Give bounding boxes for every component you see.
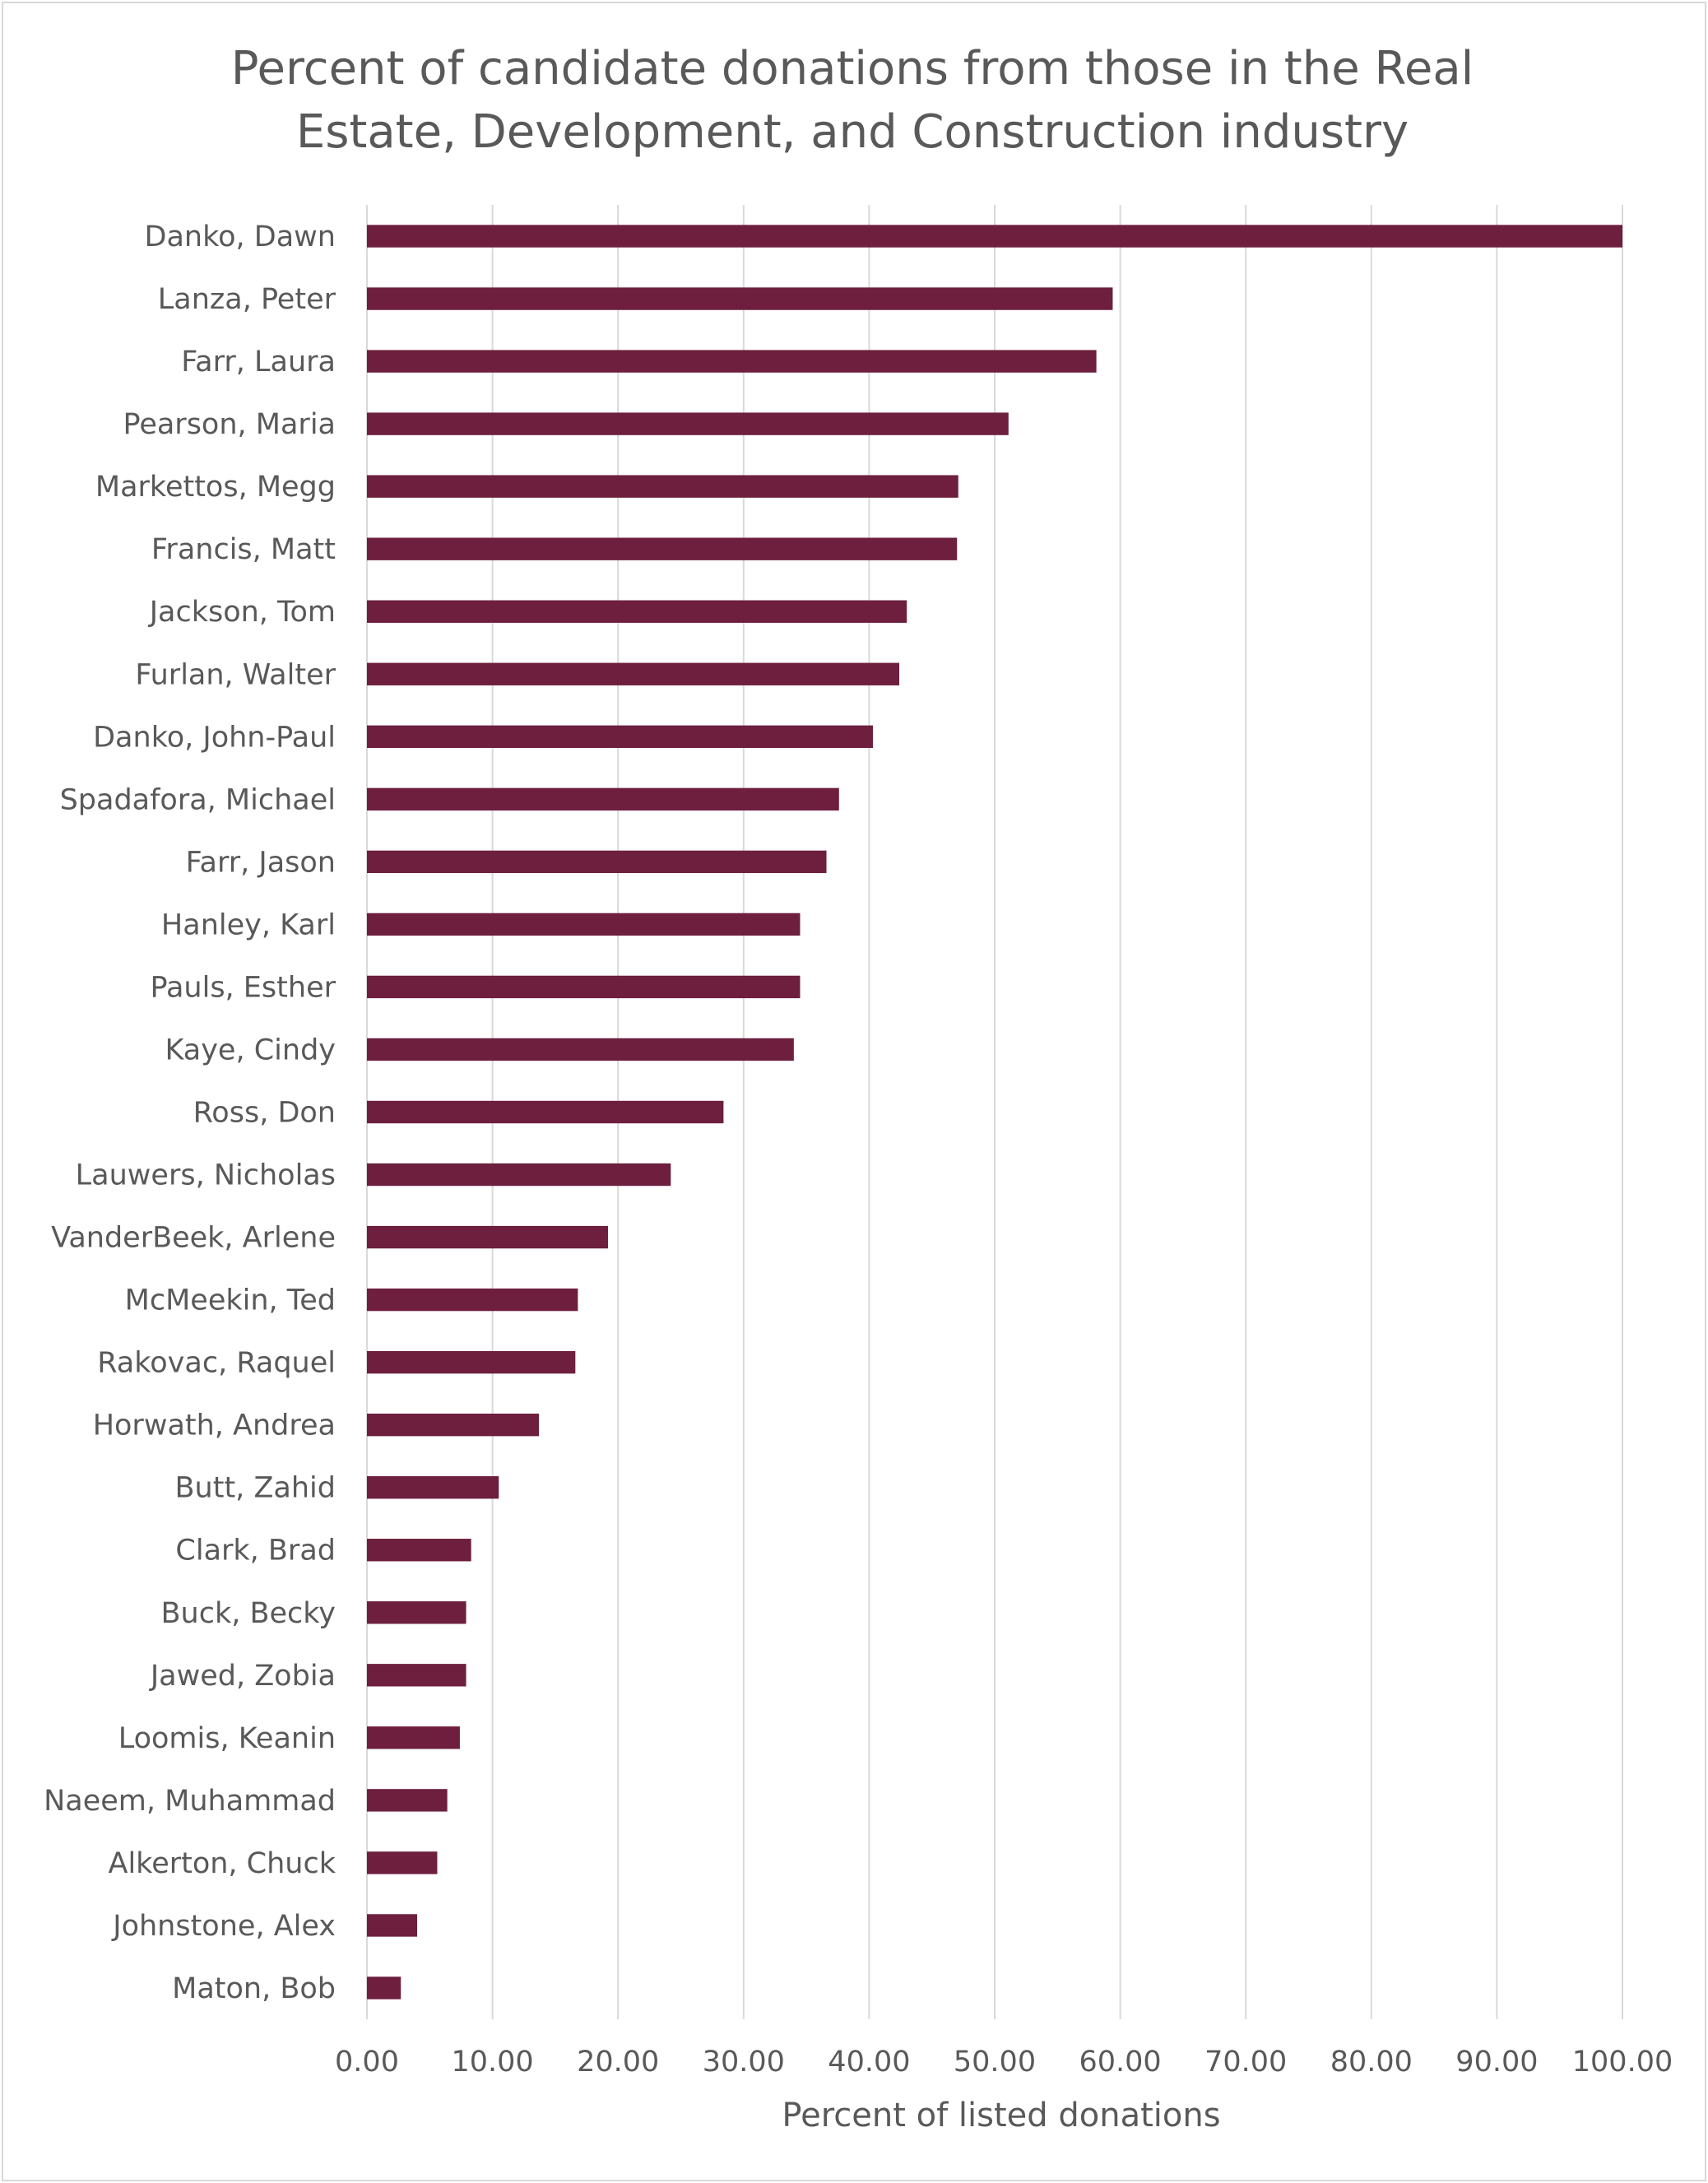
category-label: Ross, Don <box>193 1097 336 1130</box>
category-label: Naeem, Muhammad <box>44 1785 336 1818</box>
category-label: Rakovac, Raquel <box>97 1347 336 1380</box>
x-tick-label: 30.00 <box>703 2046 785 2078</box>
category-label: Hanley, Karl <box>161 908 336 941</box>
category-label: Farr, Laura <box>181 346 336 379</box>
bar <box>367 1350 576 1374</box>
category-label: Francis, Matt <box>151 533 336 566</box>
x-tick-label: 50.00 <box>954 2046 1036 2078</box>
category-label: Markettos, Megg <box>95 471 336 504</box>
bar <box>367 225 1622 248</box>
category-label: Pearson, Maria <box>123 408 336 441</box>
category-label: Jawed, Zobia <box>149 1660 336 1693</box>
category-label: Johnstone, Alex <box>111 1910 336 1943</box>
category-label: Clark, Brad <box>175 1535 336 1568</box>
category-label: Loomis, Keanin <box>118 1722 336 1755</box>
category-label: McMeekin, Ted <box>125 1284 336 1317</box>
x-tick-label: 60.00 <box>1079 2046 1161 2078</box>
bar <box>367 1288 578 1312</box>
bar <box>367 287 1113 310</box>
bar <box>367 412 1009 435</box>
category-label: Jackson, Tom <box>148 596 336 629</box>
gridlines <box>366 205 1623 2019</box>
chart-title-line-1: Percent of candidate donations from thos… <box>231 42 1474 95</box>
bar <box>367 1726 460 1749</box>
bar <box>367 350 1097 373</box>
bar <box>367 537 958 560</box>
category-label: Buck, Becky <box>161 1597 336 1630</box>
bar <box>367 1413 540 1437</box>
category-label: VanderBeek, Arlene <box>51 1222 336 1255</box>
category-label: Danko, John-Paul <box>93 721 336 754</box>
bar <box>367 975 801 999</box>
category-label: Alkerton, Chuck <box>109 1847 336 1880</box>
bar <box>367 1163 671 1187</box>
category-label: Horwath, Andrea <box>93 1410 336 1442</box>
bar <box>367 662 900 685</box>
bar <box>367 600 907 623</box>
category-label: Furlan, Walter <box>135 658 336 691</box>
category-label: Lauwers, Nicholas <box>76 1159 336 1192</box>
category-label: Farr, Jason <box>186 846 336 879</box>
category-label: Spadafora, Michael <box>60 783 336 816</box>
bar <box>367 913 801 936</box>
x-axis-title: Percent of listed donations <box>782 2097 1220 2134</box>
bar-chart: Percent of candidate donations from thos… <box>44 42 1673 2134</box>
category-label: Lanza, Peter <box>158 283 336 316</box>
x-tick-label: 20.00 <box>577 2046 659 2078</box>
x-axis-tick-labels: 0.00 10.00 20.00 30.00 40.00 50.00 60.00 70.00 8… <box>335 2046 1673 2078</box>
category-label: Butt, Zahid <box>175 1472 336 1505</box>
bar <box>367 1976 401 2000</box>
bar <box>367 1789 448 1812</box>
x-tick-label: 90.00 <box>1455 2046 1538 2078</box>
bar <box>367 787 839 811</box>
bar <box>367 725 873 748</box>
category-label: Danko, Dawn <box>145 221 336 253</box>
category-label: Maton, Bob <box>172 1972 336 2005</box>
bar <box>367 1851 438 1874</box>
bars <box>367 225 1622 2000</box>
bar <box>367 1038 794 1061</box>
category-labels: Danko, Dawn Lanza, Peter Farr, Laura Pearso… <box>44 221 336 2005</box>
x-tick-label: 40.00 <box>828 2046 910 2078</box>
category-label: Pauls, Esther <box>150 971 336 1004</box>
bar <box>367 475 958 498</box>
chart-title-line-2: Estate, Development, and Construction in… <box>296 105 1409 159</box>
bar <box>367 1100 724 1124</box>
bar <box>367 1914 418 1937</box>
x-tick-label: 10.00 <box>451 2046 533 2078</box>
chart-title: Percent of candidate donations from thos… <box>231 42 1474 159</box>
x-tick-label: 0.00 <box>335 2046 399 2078</box>
category-label: Kaye, Cindy <box>165 1033 336 1066</box>
bar <box>367 1539 471 1562</box>
bar <box>367 850 827 874</box>
bar <box>367 1601 466 1624</box>
x-tick-label: 70.00 <box>1204 2046 1287 2078</box>
bar <box>367 1225 608 1249</box>
bar <box>367 1664 466 1687</box>
x-tick-label: 100.00 <box>1572 2046 1673 2078</box>
x-tick-label: 80.00 <box>1330 2046 1413 2078</box>
bar <box>367 1476 499 1499</box>
